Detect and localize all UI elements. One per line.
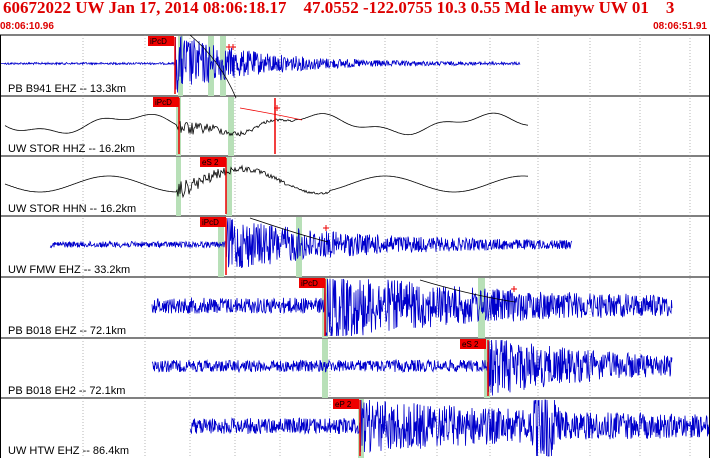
waveform-trace: [1, 35, 521, 93]
pick-window: [228, 97, 234, 156]
trace-label: UW STOR HHN -- 16.2km: [8, 203, 136, 215]
pick-window: [218, 217, 224, 277]
trace-label: UW STOR HHZ -- 16.2km: [8, 143, 135, 155]
moveout-curve: [189, 34, 237, 99]
trace-label: PB B018 EH2 -- 72.1km: [8, 385, 125, 397]
start-time-label: 08:06:10.96: [0, 21, 54, 32]
waveform-trace: [189, 399, 710, 457]
trace-label: UW HTW EHZ -- 86.4km: [8, 445, 129, 457]
pick-flag: [200, 157, 226, 167]
pick-flag-label: eP 2: [335, 400, 352, 409]
pick-flag: [299, 278, 325, 288]
pick-markers: iPcD iPcD eS 2 iPcD iPcD eS 2 eP 2: [148, 36, 517, 456]
pick-flag: [200, 217, 226, 227]
pick-flag: [148, 36, 174, 46]
waveform-traces: [1, 35, 710, 457]
pick-flag: [153, 97, 179, 107]
trace-label: PB B018 EHZ -- 72.1km: [8, 325, 126, 337]
end-time-label: 08:06:51.91: [653, 21, 707, 32]
pick-flag: [460, 339, 486, 349]
pick-window: [296, 217, 302, 277]
moveout-curves: [189, 34, 516, 303]
pick-window: [226, 157, 232, 216]
moveout-curve: [419, 279, 516, 303]
moveout-curve: [249, 217, 329, 243]
trace-label: PB B941 EHZ -- 13.3km: [8, 83, 126, 95]
waveform-trace: [49, 217, 573, 269]
waveform-trace: [4, 112, 529, 137]
pick-flag-label: iPcD: [150, 37, 167, 46]
time-grid: [0, 34, 710, 458]
pick-flag-label: iPcD: [202, 218, 219, 227]
waveform-trace: [151, 278, 673, 337]
event-header-title: 60672022 UW Jan 17, 2014 08:06:18.17 47.…: [3, 0, 675, 17]
trace-labels: PB B941 EHZ -- 13.3km UW STOR HHZ -- 16.2…: [8, 83, 136, 457]
pick-flag-label: iPcD: [155, 98, 172, 107]
pick-flag-label: eS 2: [202, 158, 219, 167]
pick-flag: [333, 399, 359, 409]
pick-flag-label: iPcD: [301, 279, 318, 288]
pick-flag-label: eS 2: [462, 340, 479, 349]
waveform-trace: [4, 164, 529, 199]
moveout-curve: [239, 107, 303, 121]
waveform-trace: [151, 339, 673, 396]
trace-label: UW FMW EHZ -- 33.2km: [8, 264, 130, 276]
